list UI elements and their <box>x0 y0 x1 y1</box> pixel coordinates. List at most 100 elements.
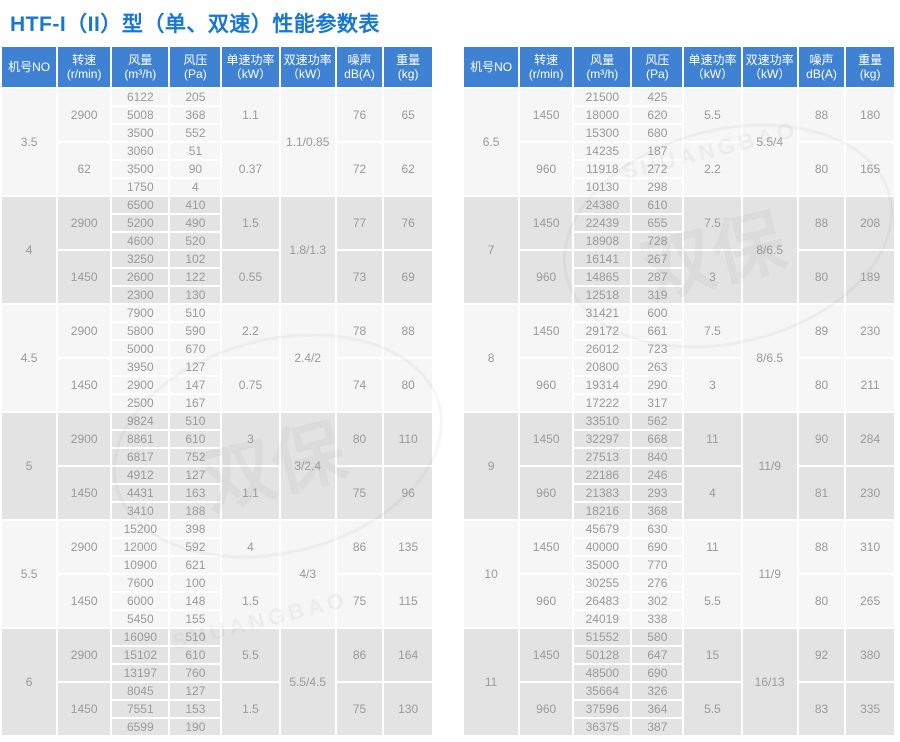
weight-cell: 115 <box>382 573 434 629</box>
single-power-cell: 3 <box>220 411 281 467</box>
dual-power-cell: 11/9 <box>740 411 799 521</box>
table-row: 29172 661 <box>463 321 895 341</box>
air-flow-cell: 21500 <box>572 87 633 107</box>
speed-cell: 2900 <box>56 519 113 575</box>
catalog-page: HTF-I（II）型（单、双速）性能参数表 机号NO 转速 (r/min) 风量 (m³… <box>0 8 900 737</box>
speed-cell: 1450 <box>56 573 113 629</box>
table-row: 6.5 1450 21500 425 5.5 5.5/4 88 180 <box>461 87 896 197</box>
dual-power-cell: 5.5/4 <box>740 87 799 197</box>
table-row: 960 14235 187 2.2 80 165 <box>463 141 896 197</box>
table-row: 2900 147 <box>1 375 433 395</box>
single-power-cell: 0.75 <box>220 357 281 413</box>
pressure-cell: 155 <box>168 609 223 629</box>
table-row: 4 2900 6500 410 1.5 1.8/1.3 77 76 <box>0 195 434 305</box>
table-row: 13197 760 <box>1 663 433 683</box>
noise-cell: 81 <box>796 465 847 521</box>
pressure-cell: 728 <box>630 231 685 251</box>
air-flow-cell: 15102 <box>110 645 171 665</box>
table-row: 10130 298 <box>463 177 895 197</box>
pressure-cell: 680 <box>630 123 685 143</box>
table-row: 48500 690 <box>463 663 895 683</box>
pressure-cell: 90 <box>168 159 223 179</box>
single-power-cell: 15 <box>682 627 743 683</box>
pressure-cell: 205 <box>168 87 223 107</box>
pressure-cell: 188 <box>168 501 223 521</box>
single-power-cell: 4 <box>220 519 281 575</box>
column-header-0: 机号NO <box>0 45 59 89</box>
dual-power-cell: 1.8/1.3 <box>278 195 337 305</box>
pressure-cell: 319 <box>630 285 685 305</box>
weight-cell: 265 <box>844 573 896 629</box>
air-flow-cell: 6000 <box>110 591 171 611</box>
air-flow-cell: 3500 <box>110 159 171 179</box>
table-row: 6000 148 <box>1 591 433 611</box>
pressure-cell: 580 <box>630 627 685 647</box>
air-flow-cell: 51552 <box>572 627 633 647</box>
pressure-cell: 425 <box>630 87 685 107</box>
weight-cell: 164 <box>382 627 434 683</box>
pressure-cell: 187 <box>630 141 685 161</box>
air-flow-cell: 22186 <box>572 465 633 485</box>
pressure-cell: 620 <box>630 105 685 125</box>
table-row: 4.5 2900 7900 510 2.2 2.4/2 78 88 <box>0 303 434 413</box>
air-flow-cell: 18908 <box>572 231 633 251</box>
column-header-1: 转速 (r/min) <box>56 45 113 89</box>
pressure-cell: 752 <box>168 447 223 467</box>
table-row: 1450 3250 102 0.55 73 69 <box>1 249 434 305</box>
air-flow-cell: 45679 <box>572 519 633 539</box>
noise-cell: 92 <box>796 627 847 683</box>
noise-cell: 83 <box>796 681 847 737</box>
pressure-cell: 290 <box>630 375 685 395</box>
noise-cell: 74 <box>334 357 385 413</box>
column-header-5: 双速功率 （kW） <box>740 45 799 89</box>
pressure-cell: 760 <box>168 663 223 683</box>
air-flow-cell: 7551 <box>110 699 171 719</box>
pressure-cell: 668 <box>630 429 685 449</box>
table-row: 7551 153 <box>1 699 433 719</box>
table-row: 1450 8045 127 1.5 75 130 <box>1 681 434 737</box>
column-header-3: 风压 (Pa) <box>630 45 685 89</box>
table-row: 960 30255 276 5.5 80 265 <box>463 573 896 629</box>
single-power-cell: 1.5 <box>220 681 281 737</box>
air-flow-cell: 24019 <box>572 609 633 629</box>
weight-cell: 130 <box>382 681 434 737</box>
table-row: 1450 7600 100 1.5 75 115 <box>1 573 434 629</box>
pressure-cell: 840 <box>630 447 685 467</box>
table-row: 17222 317 <box>463 393 895 413</box>
dual-power-cell: 8/6.5 <box>740 303 799 413</box>
column-header-6: 噪声 dB(A) <box>334 45 385 89</box>
table-row: 5000 670 <box>1 339 433 359</box>
table-row: 5008 368 <box>1 105 433 125</box>
table-row: 6 2900 16090 510 5.5 5.5/4.5 86 164 <box>0 627 434 737</box>
weight-cell: 211 <box>844 357 896 413</box>
table-row: 4600 520 <box>1 231 433 251</box>
single-power-cell: 1.1 <box>220 465 281 521</box>
pressure-cell: 723 <box>630 339 685 359</box>
air-flow-cell: 17222 <box>572 393 633 413</box>
single-power-cell: 1.1 <box>220 87 281 143</box>
table-row: 27513 840 <box>463 447 895 467</box>
single-power-cell: 5.5 <box>682 681 743 737</box>
air-flow-cell: 5200 <box>110 213 171 233</box>
single-power-cell: 4 <box>682 465 743 521</box>
air-flow-cell: 36375 <box>572 717 633 737</box>
pressure-cell: 100 <box>168 573 223 593</box>
air-flow-cell: 27513 <box>572 447 633 467</box>
single-power-cell: 0.37 <box>220 141 281 197</box>
table-row: 6599 190 <box>1 717 433 737</box>
table-row: 5800 590 <box>1 321 433 341</box>
model-no-cell: 6.5 <box>461 87 521 197</box>
speed-cell: 1450 <box>56 357 113 413</box>
air-flow-cell: 18216 <box>572 501 633 521</box>
pressure-cell: 690 <box>630 537 685 557</box>
noise-cell: 77 <box>334 195 385 251</box>
speed-cell: 1450 <box>518 303 575 359</box>
speed-cell: 2900 <box>56 195 113 251</box>
pressure-cell: 655 <box>630 213 685 233</box>
pressure-cell: 326 <box>630 681 685 701</box>
pressure-cell: 298 <box>630 177 685 197</box>
air-flow-cell: 33510 <box>572 411 633 431</box>
column-header-4: 单速功率 （kW） <box>682 45 743 89</box>
weight-cell: 110 <box>382 411 434 467</box>
table-row: 32297 668 <box>463 429 895 449</box>
